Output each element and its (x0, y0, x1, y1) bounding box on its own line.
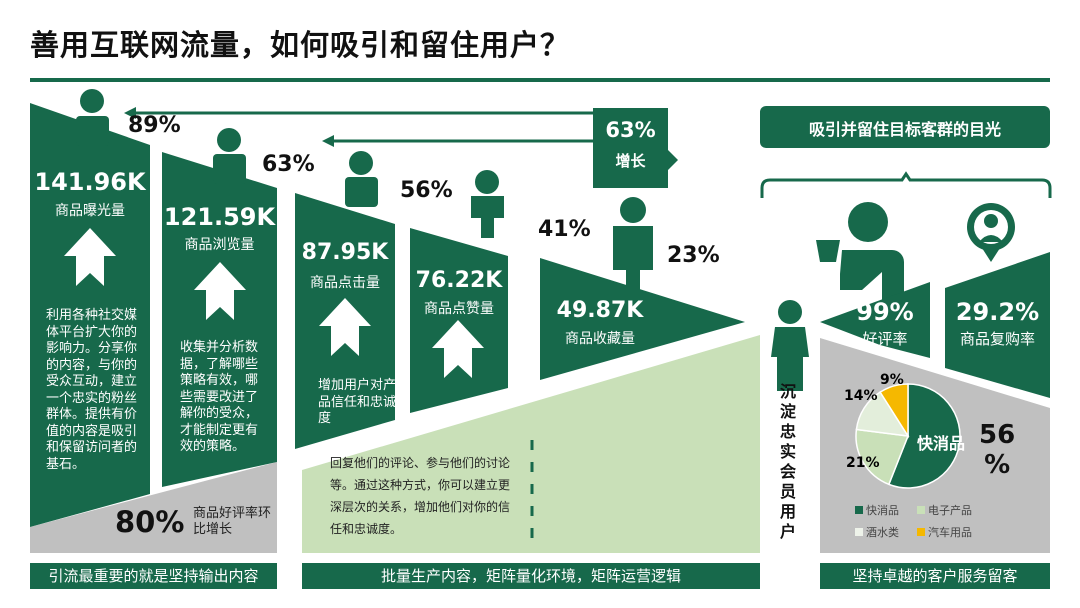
column-5 (540, 258, 745, 380)
page-title: 善用互联网流量，如何吸引和留住用户？ (30, 28, 571, 62)
exposure-value: 141.96K (34, 168, 146, 196)
exposure-text: 利用各种社交媒体平台扩大你的影响力。分享你的内容，与你的受众互动，建立一个忠实的… (46, 308, 138, 472)
like-label: 商品点赞量 (424, 301, 494, 317)
rate-5: 23% (667, 243, 720, 268)
legend-item: 快消品 (855, 502, 917, 518)
engage-text: 回复他们的评论、参与他们的讨论等。通过这种方式，你可以建立更深层次的关系，增加他… (330, 456, 511, 536)
person-with-drink-icon (816, 202, 904, 302)
bottom-bar-1: 引流最重要的就是坚持输出内容 (30, 563, 277, 589)
repurchase-value: 29.2% (955, 298, 1040, 326)
rate-3: 56% (400, 178, 453, 203)
view-label: 商品浏览量 (184, 237, 255, 253)
legend-item: 电子产品 (917, 502, 997, 518)
rating-label: 好评率 (862, 330, 908, 348)
pie-highlight-label: 快消品 (917, 434, 966, 453)
click-text: 增加用户对产品信任和忠诚度 (318, 378, 397, 426)
legend-swatch (855, 506, 863, 514)
favorite-value: 49.87K (556, 298, 644, 323)
banner-text: 吸引并留住目标客群的目光 (808, 120, 1001, 139)
pie-slice-汽车用品 (879, 383, 909, 439)
review-growth-value: 80% (115, 505, 185, 539)
favorite-label: 商品收藏量 (565, 331, 635, 347)
rating-value: 99% (856, 298, 914, 326)
view-text: 收集并分析数据，了解哪些策略有效，哪些需要改进了解你的受众，才能制定更有效的策略… (180, 340, 259, 454)
rate-2: 63% (262, 152, 315, 177)
rate-1: 89% (128, 113, 181, 138)
pie-slice-快消品 (887, 383, 961, 489)
column-4 (410, 228, 508, 413)
legend-item: 汽车用品 (917, 524, 997, 540)
column-1 (30, 103, 150, 527)
click-value: 87.95K (301, 240, 389, 265)
review-growth-label: 商品好评率环比增长 (193, 506, 272, 537)
pie-slice-电子产品 (855, 428, 910, 486)
bottom-bar-3: 坚持卓越的客户服务留客 (820, 563, 1050, 589)
arrow-head-left-icon (124, 107, 136, 119)
column-2 (162, 152, 277, 487)
column-repurchase (945, 252, 1050, 398)
gray-area-left (30, 462, 277, 553)
like-value: 76.22K (415, 268, 503, 293)
bottom-bar-2: 批量生产内容，矩阵量化环境，矩阵运营逻辑 (302, 563, 760, 589)
repurchase-label: 商品复购率 (959, 330, 1035, 348)
click-label: 商品点击量 (310, 275, 380, 291)
legend-item: 酒水类 (855, 524, 917, 540)
exposure-label: 商品曝光量 (55, 203, 125, 219)
person-icon (76, 89, 809, 391)
title-divider (30, 78, 1050, 82)
column-rating (820, 282, 930, 358)
legend-swatch (917, 528, 925, 536)
pie-label-14: 14% (844, 388, 878, 404)
up-arrow-icon (64, 228, 484, 378)
profile-circle-icon (967, 203, 1015, 262)
growth-label: 增长 (615, 152, 646, 170)
banner-bg (760, 106, 1050, 148)
loyal-label: 沉淀忠实会员用户 (780, 382, 797, 541)
rate-4: 41% (538, 217, 591, 242)
legend-swatch (917, 506, 925, 514)
pie-label-21: 21% (846, 455, 880, 471)
bracket (760, 171, 1052, 198)
growth-box (593, 108, 678, 188)
view-value: 121.59K (163, 203, 276, 231)
pie-legend: 快消品 电子产品 酒水类 汽车用品 (855, 502, 997, 540)
pie-chart (855, 383, 961, 489)
legend-swatch (855, 528, 863, 536)
growth-value: 63% (605, 118, 656, 142)
pie-label-9: 9% (880, 372, 904, 388)
pie-highlight-value: 56 % (979, 420, 1016, 480)
arrow-head-left-icon (322, 135, 334, 147)
